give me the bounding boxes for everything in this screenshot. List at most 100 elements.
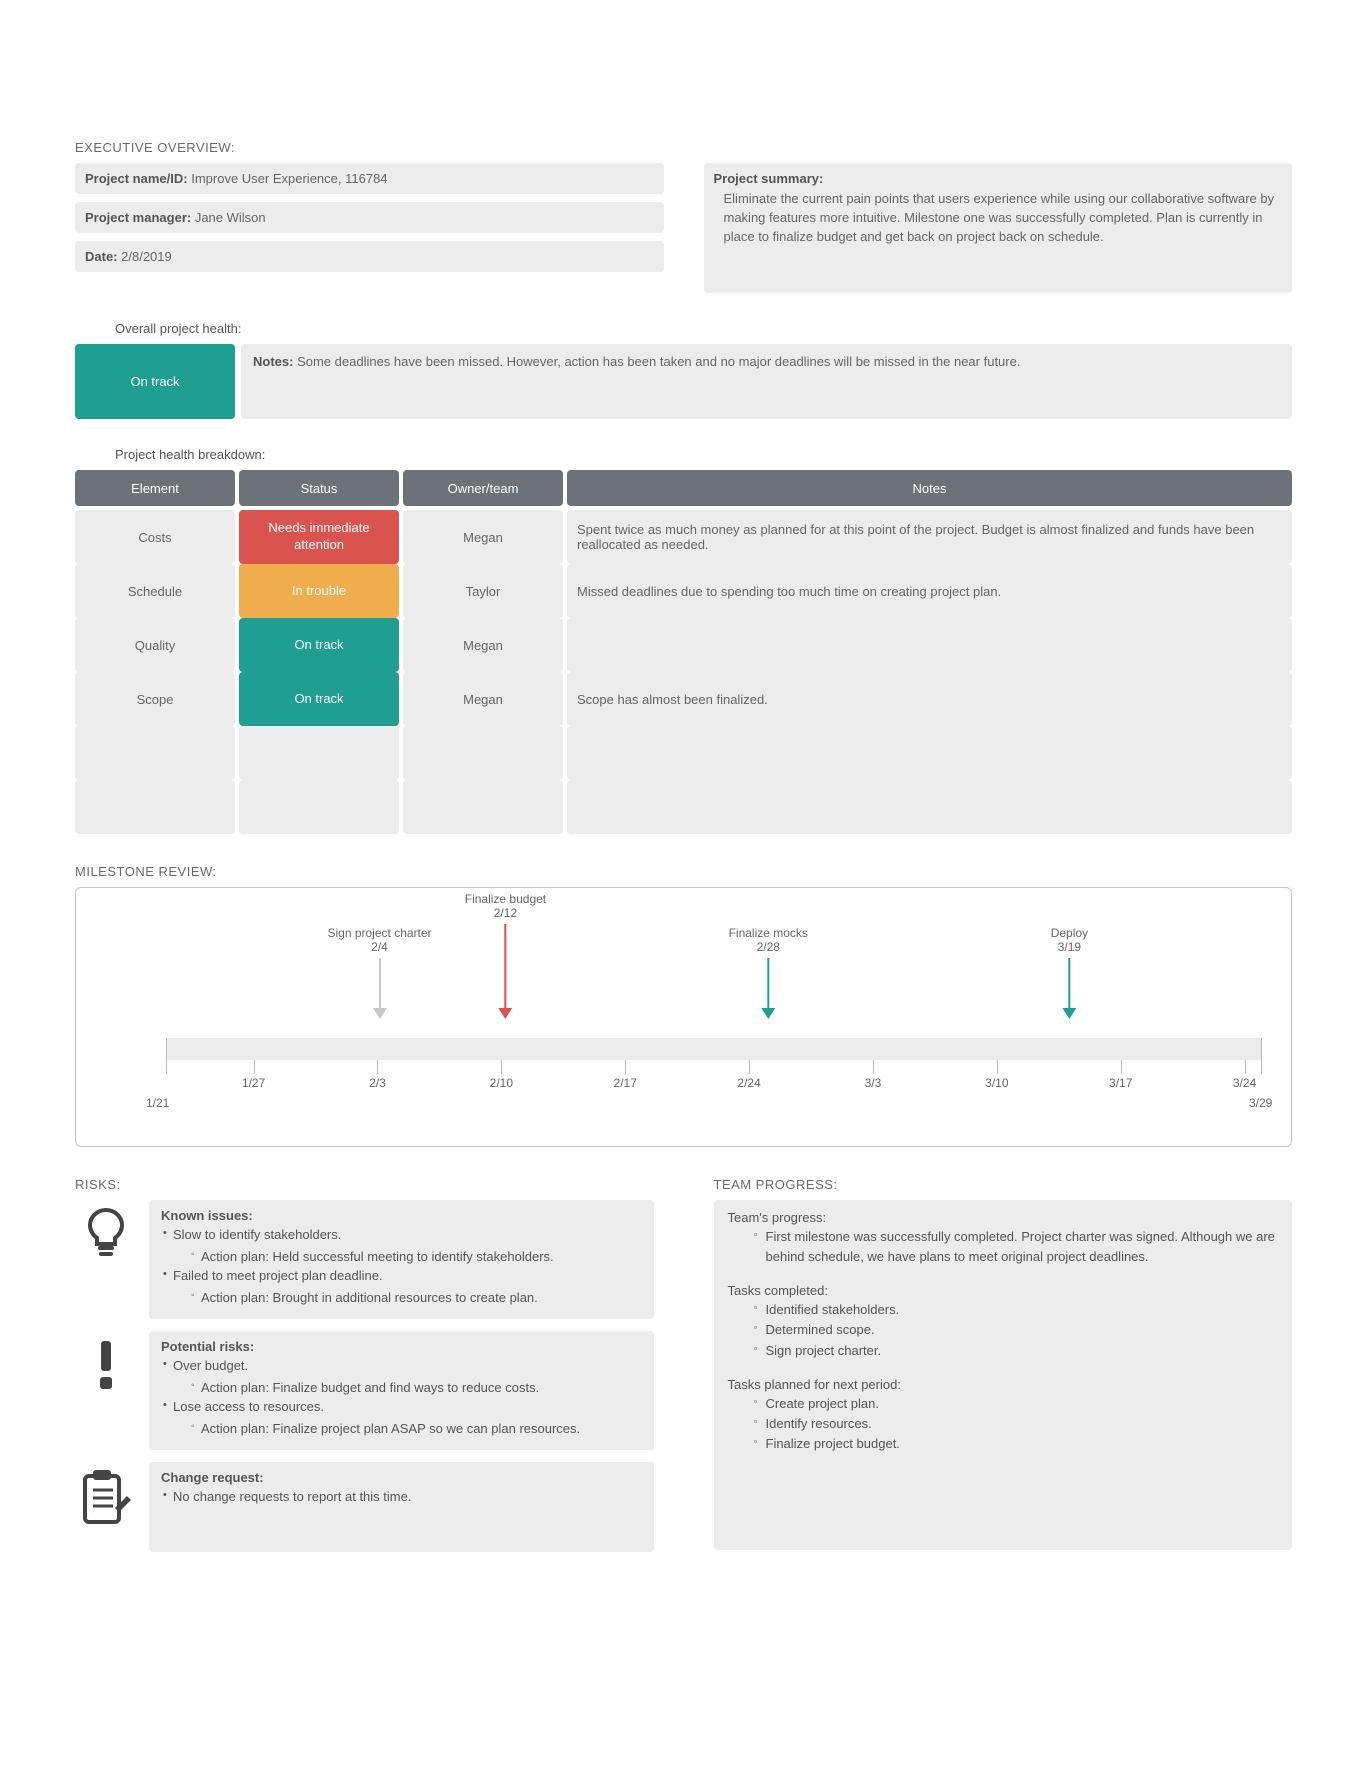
exec-overview-title: EXECUTIVE OVERVIEW: xyxy=(75,140,1292,155)
cell-notes xyxy=(567,726,1292,780)
project-manager-box: Project manager: Jane Wilson xyxy=(75,202,664,233)
overall-health-row: On track Notes: Some deadlines have been… xyxy=(75,344,1292,419)
cell-notes: Scope has almost been finalized. xyxy=(567,672,1292,726)
cell-status: In trouble xyxy=(239,564,399,618)
cell-notes: Missed deadlines due to spending too muc… xyxy=(567,564,1292,618)
timeline-tick-label: 3/3 xyxy=(865,1076,882,1090)
project-summary-box: Project summary: Eliminate the current p… xyxy=(704,163,1293,293)
milestone-marker: Deploy3/19 xyxy=(1051,926,1088,1019)
timeline-tick-label: 1/27 xyxy=(242,1076,265,1090)
team-progress-box: Team's progress: First milestone was suc… xyxy=(714,1200,1293,1550)
table-row: ScheduleIn troubleTaylorMissed deadlines… xyxy=(75,564,1292,618)
cell-element: Quality xyxy=(75,618,235,672)
overall-health-label: Overall project health: xyxy=(115,321,1292,336)
list-item: Slow to identify stakeholders.Action pla… xyxy=(163,1225,642,1266)
milestone-marker: Sign project charter2/4 xyxy=(327,926,431,1019)
timeline-tick-label: 2/3 xyxy=(369,1076,386,1090)
team-progress-text: First milestone was successfully complet… xyxy=(754,1227,1279,1267)
timeline-start-label: 1/21 xyxy=(146,1096,169,1110)
overall-health-notes-label: Notes: xyxy=(253,354,293,369)
change-request-box: Change request: No change requests to re… xyxy=(149,1462,654,1552)
cell-status xyxy=(239,726,399,780)
list-item: Over budget.Action plan: Finalize budget… xyxy=(163,1356,642,1397)
timeline-tick-label: 3/24 xyxy=(1233,1076,1256,1090)
cell-status: On track xyxy=(239,672,399,726)
potential-risks-row: Potential risks: Over budget.Action plan… xyxy=(75,1331,654,1450)
list-item: Action plan: Held successful meeting to … xyxy=(191,1247,642,1267)
cell-element: Scope xyxy=(75,672,235,726)
known-issues-label: Known issues: xyxy=(161,1208,642,1223)
timeline-tick-label: 2/17 xyxy=(614,1076,637,1090)
cell-owner: Megan xyxy=(403,618,563,672)
breakdown-label: Project health breakdown: xyxy=(115,447,1292,462)
cell-element: Schedule xyxy=(75,564,235,618)
table-row xyxy=(75,726,1292,780)
list-item: Determined scope. xyxy=(754,1320,1279,1340)
known-issues-row: Known issues: Slow to identify stakehold… xyxy=(75,1200,654,1319)
potential-risks-label: Potential risks: xyxy=(161,1339,642,1354)
team-progress-title: TEAM PROGRESS: xyxy=(714,1177,1293,1192)
exclamation-icon xyxy=(75,1331,137,1393)
timeline-tick-label: 3/17 xyxy=(1109,1076,1132,1090)
lightbulb-icon xyxy=(75,1200,137,1262)
project-name-box: Project name/ID: Improve User Experience… xyxy=(75,163,664,194)
cell-element xyxy=(75,726,235,780)
milestone-timeline: 1/272/32/102/172/243/33/103/173/241/213/… xyxy=(75,887,1292,1147)
table-row: ScopeOn trackMeganScope has almost been … xyxy=(75,672,1292,726)
milestone-title: MILESTONE REVIEW: xyxy=(75,864,1292,879)
tasks-completed-label: Tasks completed: xyxy=(728,1283,1279,1298)
project-manager-label: Project manager: xyxy=(85,210,191,225)
list-item: Finalize project budget. xyxy=(754,1434,1279,1454)
overall-health-notes-text: Some deadlines have been missed. However… xyxy=(297,354,1020,369)
cell-owner: Taylor xyxy=(403,564,563,618)
timeline-tick xyxy=(749,1060,750,1074)
list-item: Identify resources. xyxy=(754,1414,1279,1434)
project-summary-label: Project summary: xyxy=(714,171,1283,186)
table-header: Element Status Owner/team Notes xyxy=(75,470,1292,506)
milestone-marker: Finalize mocks2/28 xyxy=(729,926,808,1019)
col-notes: Notes xyxy=(567,470,1292,506)
project-name-value: Improve User Experience, 116784 xyxy=(191,171,387,186)
change-request-row: Change request: No change requests to re… xyxy=(75,1462,654,1552)
list-item: Action plan: Finalize project plan ASAP … xyxy=(191,1419,642,1439)
timeline-tick-label: 2/10 xyxy=(490,1076,513,1090)
list-item: No change requests to report at this tim… xyxy=(163,1487,642,1507)
team-progress-label: Team's progress: xyxy=(728,1210,1279,1225)
timeline-tick xyxy=(625,1060,626,1074)
table-row: CostsNeeds immediate attentionMeganSpent… xyxy=(75,510,1292,564)
cell-owner: Megan xyxy=(403,510,563,564)
cell-owner xyxy=(403,780,563,834)
timeline-tick xyxy=(873,1060,874,1074)
overall-health-notes: Notes: Some deadlines have been missed. … xyxy=(241,344,1292,419)
known-issues-box: Known issues: Slow to identify stakehold… xyxy=(149,1200,654,1319)
col-owner: Owner/team xyxy=(403,470,563,506)
date-box: Date: 2/8/2019 xyxy=(75,241,664,272)
clipboard-icon xyxy=(75,1462,137,1528)
list-item: Lose access to resources.Action plan: Fi… xyxy=(163,1397,642,1438)
health-breakdown-table: Element Status Owner/team Notes CostsNee… xyxy=(75,470,1292,834)
cell-status: Needs immediate attention xyxy=(239,510,399,564)
cell-status: On track xyxy=(239,618,399,672)
potential-risks-box: Potential risks: Over budget.Action plan… xyxy=(149,1331,654,1450)
list-item: Create project plan. xyxy=(754,1394,1279,1414)
cell-owner xyxy=(403,726,563,780)
timeline-tick xyxy=(1245,1060,1246,1074)
cell-notes: Spent twice as much money as planned for… xyxy=(567,510,1292,564)
list-item: Failed to meet project plan deadline.Act… xyxy=(163,1266,642,1307)
timeline-tick-label: 2/24 xyxy=(737,1076,760,1090)
list-item: Action plan: Brought in additional resou… xyxy=(191,1288,642,1308)
tasks-planned-label: Tasks planned for next period: xyxy=(728,1377,1279,1392)
list-item: Identified stakeholders. xyxy=(754,1300,1279,1320)
cell-notes xyxy=(567,618,1292,672)
cell-notes xyxy=(567,780,1292,834)
col-status: Status xyxy=(239,470,399,506)
project-summary-text: Eliminate the current pain points that u… xyxy=(714,190,1283,247)
risks-title: RISKS: xyxy=(75,1177,654,1192)
change-request-label: Change request: xyxy=(161,1470,642,1485)
table-row xyxy=(75,780,1292,834)
timeline-tick xyxy=(377,1060,378,1074)
date-label: Date: xyxy=(85,249,118,264)
timeline-tick xyxy=(1121,1060,1122,1074)
milestone-marker: Finalize budget2/12 xyxy=(465,892,546,1019)
timeline-track xyxy=(166,1038,1261,1060)
